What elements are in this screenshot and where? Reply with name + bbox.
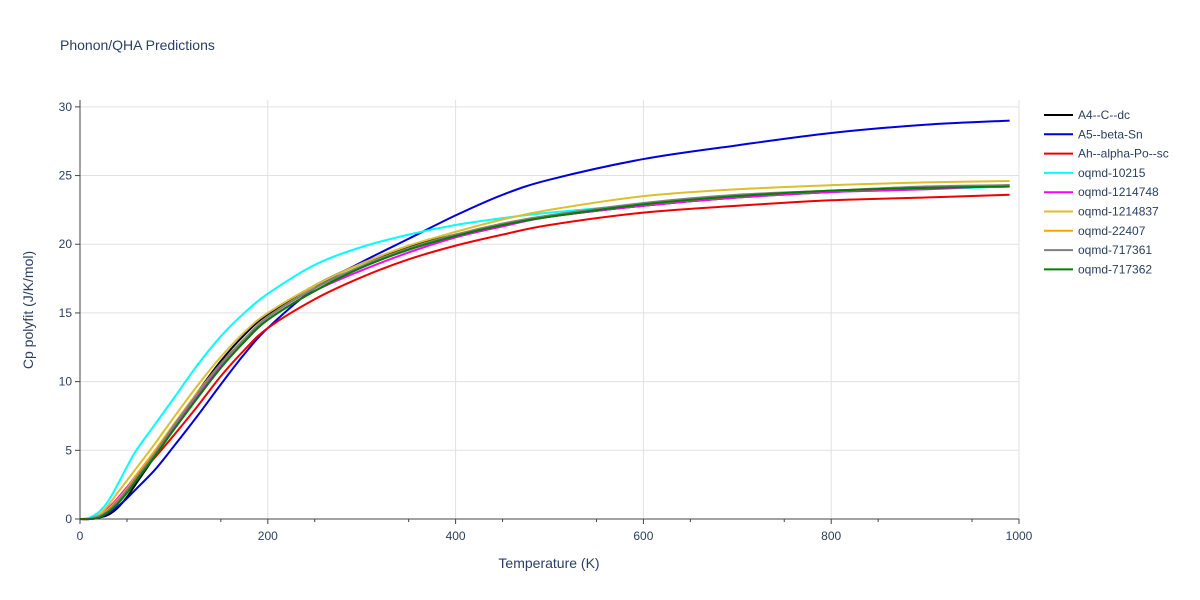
series-line-oqmd-717362 [79,185,1010,521]
legend-item[interactable]: oqmd-1214748 [1044,185,1159,199]
chart-title: Phonon/QHA Predictions [60,37,215,53]
y-axis-title: Cp polyfit (J/K/mol) [20,251,36,369]
series-line-A5--beta-Sn [79,119,1010,521]
legend-item[interactable]: oqmd-717361 [1044,243,1152,257]
series-lines [79,119,1010,521]
y-tick-label: 30 [59,100,73,114]
y-tick-label: 20 [59,237,73,251]
series-line-oqmd-717361 [79,184,1010,521]
legend-item[interactable]: oqmd-22407 [1044,224,1146,238]
x-tick-label: 400 [446,529,466,543]
legend-label: A5--beta-Sn [1078,127,1143,141]
y-tick-label: 0 [65,512,72,526]
y-tick-label: 25 [59,169,73,183]
legend-label: Ah--alpha-Po--sc [1078,147,1169,161]
series-line-A4--C--dc [79,185,1010,521]
legend-item[interactable]: A4--C--dc [1044,108,1130,122]
x-axis-ticks: 0 200 400 600 800 1000 [77,519,1033,543]
legend-item[interactable]: oqmd-717362 [1044,262,1152,276]
legend-label: oqmd-717362 [1078,262,1152,276]
legend-label: oqmd-10215 [1078,166,1146,180]
x-tick-label: 600 [633,529,653,543]
legend-label: oqmd-1214748 [1078,185,1159,199]
series-line-oqmd-10215 [79,185,1010,520]
legend-item[interactable]: A5--beta-Sn [1044,127,1143,141]
legend-label: A4--C--dc [1078,108,1130,122]
gridlines [80,100,1020,519]
legend-label: oqmd-717361 [1078,243,1152,257]
y-tick-label: 15 [59,306,73,320]
x-tick-label: 800 [821,529,841,543]
y-tick-label: 5 [65,443,72,457]
series-line-oqmd-22407 [79,184,1010,521]
legend: A4--C--dc A5--beta-Sn Ah--alpha-Po--sc oqmd… [1044,108,1169,276]
legend-label: oqmd-1214837 [1078,205,1159,219]
series-line-oqmd-1214748 [79,184,1010,521]
x-tick-label: 200 [258,529,278,543]
legend-item[interactable]: oqmd-1214837 [1044,205,1159,219]
x-tick-label: 0 [77,529,84,543]
y-axis-ticks: 0 5 10 15 20 25 30 [59,100,80,526]
legend-label: oqmd-22407 [1078,224,1146,238]
x-tick-label: 1000 [1006,529,1033,543]
legend-item[interactable]: Ah--alpha-Po--sc [1044,147,1169,161]
x-axis-title: Temperature (K) [498,555,599,571]
legend-item[interactable]: oqmd-10215 [1044,166,1146,180]
y-tick-label: 10 [59,375,73,389]
series-line-oqmd-1214837 [79,180,1010,521]
